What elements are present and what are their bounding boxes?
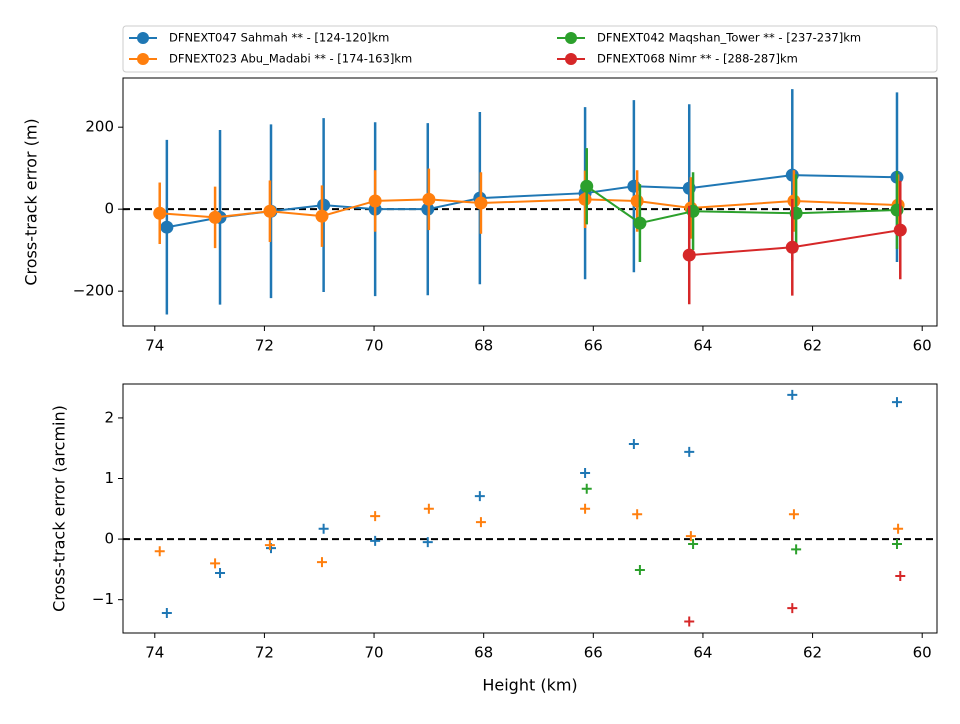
series-line	[159, 198, 899, 219]
axes-frame	[122, 77, 938, 327]
plus-marker	[893, 523, 904, 534]
point	[368, 194, 382, 208]
plus-marker	[316, 557, 327, 568]
legend: DFNEXT047 Sahmah ** - [124-120]km DFNEXT0…	[122, 25, 938, 73]
subplot: 74 72 70 68 66 64 62 60 −200 0 200 Cross-track erro…	[22, 77, 938, 355]
plus-marker	[684, 616, 695, 627]
plus-marker	[580, 468, 591, 479]
plus-marker	[215, 568, 226, 579]
plus-marker	[634, 564, 645, 575]
x-tick-label: 60	[913, 644, 932, 662]
point	[785, 240, 799, 254]
point	[682, 248, 696, 262]
subplot: 74 72 70 68 66 64 62 60 −1 0 1 2 Cross-track error (…	[50, 383, 938, 695]
x-tick-label: 68	[474, 644, 493, 662]
plus-marker	[580, 503, 591, 514]
plus-marker	[787, 389, 798, 400]
point	[315, 209, 329, 223]
plus-marker	[475, 517, 486, 528]
point	[578, 192, 592, 206]
plus-marker	[628, 438, 639, 449]
legend-label: DFNEXT047 Sahmah ** - [124-120]km	[169, 31, 389, 45]
y-tick-label: −200	[73, 282, 114, 300]
x-tick-label: 64	[693, 337, 712, 355]
plus-marker	[895, 571, 906, 582]
y-tick-label: 0	[104, 530, 114, 548]
plus-marker	[370, 535, 381, 546]
x-tick-label: 72	[255, 337, 274, 355]
legend-label: DFNEXT042 Maqshan_Tower ** - [237-237]km	[597, 31, 861, 45]
plus-marker	[684, 446, 695, 457]
point	[153, 206, 167, 220]
point	[630, 194, 644, 208]
x-tick-label: 74	[145, 644, 164, 662]
plus-marker	[264, 540, 275, 551]
y-tick-label: −1	[92, 590, 114, 608]
plus-marker	[581, 483, 592, 494]
legend-marker	[565, 53, 577, 65]
plus-marker	[474, 491, 485, 502]
y-tick-label: 1	[104, 469, 114, 487]
point	[208, 210, 222, 224]
legend-marker	[137, 53, 149, 65]
y-axis-label: Cross-track error (arcmin)	[50, 405, 69, 612]
x-tick-label: 70	[365, 644, 384, 662]
point	[893, 223, 907, 237]
point	[627, 179, 641, 193]
point	[580, 179, 594, 193]
point	[890, 203, 904, 217]
plus-marker	[422, 537, 433, 548]
point	[474, 196, 488, 210]
x-axis-label: Height (km)	[482, 676, 577, 695]
plus-marker	[787, 603, 798, 614]
plot-area	[123, 389, 937, 627]
plus-marker	[161, 608, 172, 619]
plus-marker	[685, 531, 696, 542]
y-tick-label: 2	[104, 408, 114, 426]
plus-marker	[891, 538, 902, 549]
plus-marker	[318, 523, 329, 534]
y-tick-label: 200	[85, 118, 114, 136]
point	[422, 192, 436, 206]
plus-marker	[788, 509, 799, 520]
x-tick-label: 62	[803, 337, 822, 355]
point	[787, 194, 801, 208]
plus-marker	[632, 509, 643, 520]
legend-frame	[122, 25, 938, 73]
x-tick-label: 62	[803, 644, 822, 662]
plus-marker	[210, 558, 221, 569]
point	[317, 198, 331, 212]
plus-marker	[891, 397, 902, 408]
x-tick-label: 60	[913, 337, 932, 355]
plus-marker	[423, 503, 434, 514]
legend-label: DFNEXT023 Abu_Madabi ** - [174-163]km	[169, 52, 412, 66]
legend-label: DFNEXT068 Nimr ** - [288-287]km	[597, 52, 798, 66]
legend-marker	[565, 32, 577, 44]
x-tick-label: 72	[255, 644, 274, 662]
x-tick-label: 66	[584, 644, 603, 662]
x-tick-label: 74	[145, 337, 164, 355]
point	[160, 220, 174, 234]
x-tick-label: 64	[693, 644, 712, 662]
plus-marker	[791, 544, 802, 555]
plus-marker	[370, 511, 381, 522]
plus-marker	[688, 538, 699, 549]
x-tick-label: 66	[584, 337, 603, 355]
point	[263, 204, 277, 218]
y-tick-label: 0	[104, 200, 114, 218]
y-axis-label: Cross-track error (m)	[22, 118, 41, 285]
plus-marker	[154, 546, 165, 557]
point	[633, 216, 647, 230]
x-tick-label: 70	[365, 337, 384, 355]
x-tick-label: 68	[474, 337, 493, 355]
plot-area	[123, 89, 937, 315]
legend-marker	[137, 32, 149, 44]
axes-frame	[122, 383, 938, 634]
